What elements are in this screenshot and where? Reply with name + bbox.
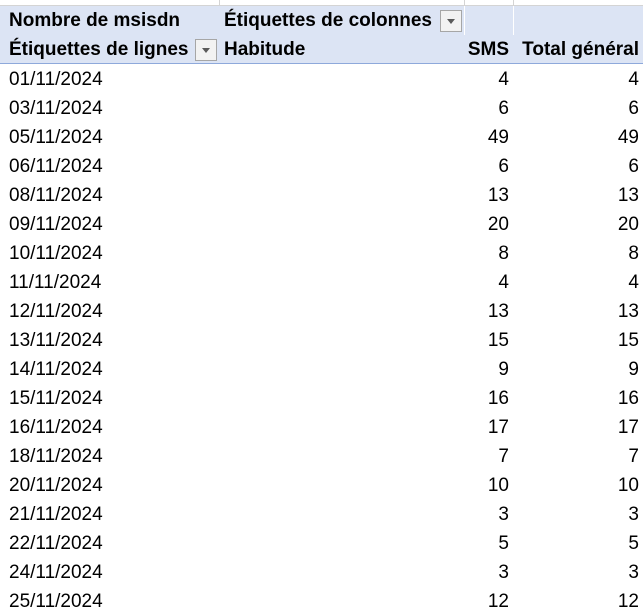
row-label-date[interactable]: 08/11/2024 [9, 185, 103, 206]
sms-count-cell[interactable]: 6 [498, 98, 509, 119]
row-label-date[interactable]: 05/11/2024 [9, 127, 103, 148]
row-label-date[interactable]: 01/11/2024 [9, 69, 103, 90]
pivot-rows: 01/11/2024 4 4 03/11/2024 6 6 05/11/2024 49 49 06… [0, 64, 643, 615]
row-label-date[interactable]: 18/11/2024 [9, 446, 103, 467]
grand-total-header[interactable]: Total général [522, 39, 639, 60]
sms-count-cell[interactable]: 16 [487, 388, 509, 409]
gridline [513, 0, 514, 6]
row-label-date[interactable]: 24/11/2024 [9, 562, 103, 583]
grand-total-cell[interactable]: 17 [617, 417, 639, 438]
sms-count-cell[interactable]: 20 [487, 214, 509, 235]
table-row[interactable]: 14/11/2024 9 9 [0, 354, 643, 383]
grand-total-cell[interactable]: 3 [628, 504, 639, 525]
sms-count-cell[interactable]: 7 [498, 446, 509, 467]
grand-total-cell[interactable]: 3 [628, 562, 639, 583]
sms-count-cell[interactable]: 4 [498, 69, 509, 90]
sms-count-cell[interactable]: 8 [498, 243, 509, 264]
grand-total-cell[interactable]: 6 [628, 98, 639, 119]
row-labels-header[interactable]: Étiquettes de lignes [9, 39, 189, 60]
grand-total-cell[interactable]: 16 [617, 388, 639, 409]
table-row[interactable]: 10/11/2024 8 8 [0, 238, 643, 267]
grand-total-cell[interactable]: 9 [628, 359, 639, 380]
row-label-date[interactable]: 11/11/2024 [9, 272, 102, 293]
table-row[interactable]: 13/11/2024 15 15 [0, 325, 643, 354]
gridline [464, 6, 465, 35]
grand-total-cell[interactable]: 4 [628, 69, 639, 90]
row-label-date[interactable]: 16/11/2024 [9, 417, 103, 438]
row-label-date[interactable]: 21/11/2024 [9, 504, 103, 525]
row-label-date[interactable]: 13/11/2024 [9, 330, 103, 351]
grand-total-cell[interactable]: 4 [628, 272, 639, 293]
row-label-date[interactable]: 12/11/2024 [9, 301, 103, 322]
sms-count-cell[interactable]: 6 [498, 156, 509, 177]
sms-count-cell[interactable]: 4 [498, 272, 509, 293]
table-row[interactable]: 01/11/2024 4 4 [0, 64, 643, 93]
table-row[interactable]: 25/11/2024 12 12 [0, 586, 643, 615]
grand-total-cell[interactable]: 8 [628, 243, 639, 264]
column-field-label[interactable]: Habitude [224, 39, 306, 60]
table-row[interactable]: 21/11/2024 3 3 [0, 499, 643, 528]
table-row[interactable]: 24/11/2024 3 3 [0, 557, 643, 586]
sms-count-cell[interactable]: 15 [487, 330, 509, 351]
sms-count-cell[interactable]: 5 [498, 533, 509, 554]
column-labels-header[interactable]: Étiquettes de colonnes [224, 10, 432, 31]
table-row[interactable]: 11/11/2024 4 4 [0, 267, 643, 296]
grand-total-cell[interactable]: 7 [628, 446, 639, 467]
grand-total-cell[interactable]: 13 [617, 185, 639, 206]
table-row[interactable]: 09/11/2024 20 20 [0, 209, 643, 238]
grand-total-cell[interactable]: 6 [628, 156, 639, 177]
chevron-down-icon [202, 48, 210, 53]
row-label-date[interactable]: 10/11/2024 [9, 243, 103, 264]
sms-count-cell[interactable]: 17 [487, 417, 509, 438]
table-row[interactable]: 20/11/2024 10 10 [0, 470, 643, 499]
gridline [219, 0, 220, 6]
sms-count-cell[interactable]: 49 [487, 127, 509, 148]
column-item-sms[interactable]: SMS [467, 39, 509, 60]
sms-count-cell[interactable]: 13 [487, 301, 509, 322]
row-label-date[interactable]: 25/11/2024 [9, 591, 103, 612]
grand-total-cell[interactable]: 5 [628, 533, 639, 554]
table-row[interactable]: 16/11/2024 17 17 [0, 412, 643, 441]
grand-total-cell[interactable]: 13 [617, 301, 639, 322]
gridline [513, 6, 514, 35]
value-field-label[interactable]: Nombre de msisdn [9, 10, 181, 31]
table-row[interactable]: 06/11/2024 6 6 [0, 151, 643, 180]
table-row[interactable]: 03/11/2024 6 6 [0, 93, 643, 122]
sms-count-cell[interactable]: 3 [498, 504, 509, 525]
pivot-header: Nombre de msisdn Étiquettes de colonnes … [0, 6, 643, 64]
sms-count-cell[interactable]: 12 [487, 591, 509, 612]
gridline [464, 0, 465, 6]
row-label-date[interactable]: 03/11/2024 [9, 98, 103, 119]
grand-total-cell[interactable]: 49 [617, 127, 639, 148]
sms-count-cell[interactable]: 10 [487, 475, 509, 496]
table-row[interactable]: 18/11/2024 7 7 [0, 441, 643, 470]
table-row[interactable]: 22/11/2024 5 5 [0, 528, 643, 557]
grand-total-cell[interactable]: 10 [617, 475, 639, 496]
grand-total-cell[interactable]: 20 [617, 214, 639, 235]
table-row[interactable]: 08/11/2024 13 13 [0, 180, 643, 209]
row-label-date[interactable]: 22/11/2024 [9, 533, 103, 554]
column-labels-filter-button[interactable] [440, 10, 462, 32]
chevron-down-icon [447, 19, 455, 24]
sms-count-cell[interactable]: 9 [498, 359, 509, 380]
column-gridlines [0, 0, 643, 6]
row-label-date[interactable]: 14/11/2024 [9, 359, 103, 380]
sms-count-cell[interactable]: 3 [498, 562, 509, 583]
table-row[interactable]: 15/11/2024 16 16 [0, 383, 643, 412]
sms-count-cell[interactable]: 13 [487, 185, 509, 206]
table-row[interactable]: 05/11/2024 49 49 [0, 122, 643, 151]
row-labels-filter-button[interactable] [195, 39, 217, 61]
table-row[interactable]: 12/11/2024 13 13 [0, 296, 643, 325]
row-label-date[interactable]: 20/11/2024 [9, 475, 103, 496]
grand-total-cell[interactable]: 12 [617, 591, 639, 612]
grand-total-cell[interactable]: 15 [617, 330, 639, 351]
row-label-date[interactable]: 06/11/2024 [9, 156, 103, 177]
row-label-date[interactable]: 15/11/2024 [9, 388, 103, 409]
row-label-date[interactable]: 09/11/2024 [9, 214, 103, 235]
